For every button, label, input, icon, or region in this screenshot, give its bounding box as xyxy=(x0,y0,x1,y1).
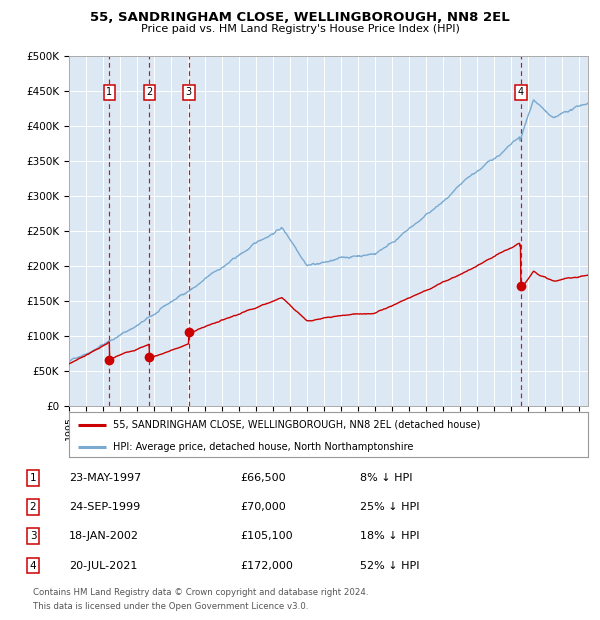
Text: 24-SEP-1999: 24-SEP-1999 xyxy=(69,502,140,512)
Text: 18-JAN-2002: 18-JAN-2002 xyxy=(69,531,139,541)
Text: £70,000: £70,000 xyxy=(240,502,286,512)
Text: 20-JUL-2021: 20-JUL-2021 xyxy=(69,560,137,570)
Text: 3: 3 xyxy=(29,531,37,541)
Text: 55, SANDRINGHAM CLOSE, WELLINGBOROUGH, NN8 2EL (detached house): 55, SANDRINGHAM CLOSE, WELLINGBOROUGH, N… xyxy=(113,420,481,430)
Text: 3: 3 xyxy=(186,87,192,97)
Text: 2: 2 xyxy=(29,502,37,512)
Text: This data is licensed under the Open Government Licence v3.0.: This data is licensed under the Open Gov… xyxy=(33,602,308,611)
Text: HPI: Average price, detached house, North Northamptonshire: HPI: Average price, detached house, Nort… xyxy=(113,442,413,452)
Text: £172,000: £172,000 xyxy=(240,560,293,570)
Text: Price paid vs. HM Land Registry's House Price Index (HPI): Price paid vs. HM Land Registry's House … xyxy=(140,24,460,33)
Text: 1: 1 xyxy=(29,473,37,483)
Text: 2: 2 xyxy=(146,87,152,97)
Text: 4: 4 xyxy=(29,560,37,570)
Text: 52% ↓ HPI: 52% ↓ HPI xyxy=(360,560,419,570)
Text: 8% ↓ HPI: 8% ↓ HPI xyxy=(360,473,413,483)
Text: 18% ↓ HPI: 18% ↓ HPI xyxy=(360,531,419,541)
Text: £66,500: £66,500 xyxy=(240,473,286,483)
Text: 1: 1 xyxy=(106,87,113,97)
Text: 25% ↓ HPI: 25% ↓ HPI xyxy=(360,502,419,512)
Text: 4: 4 xyxy=(518,87,524,97)
Text: 23-MAY-1997: 23-MAY-1997 xyxy=(69,473,141,483)
Text: 55, SANDRINGHAM CLOSE, WELLINGBOROUGH, NN8 2EL: 55, SANDRINGHAM CLOSE, WELLINGBOROUGH, N… xyxy=(90,11,510,24)
Text: £105,100: £105,100 xyxy=(240,531,293,541)
Text: Contains HM Land Registry data © Crown copyright and database right 2024.: Contains HM Land Registry data © Crown c… xyxy=(33,588,368,597)
